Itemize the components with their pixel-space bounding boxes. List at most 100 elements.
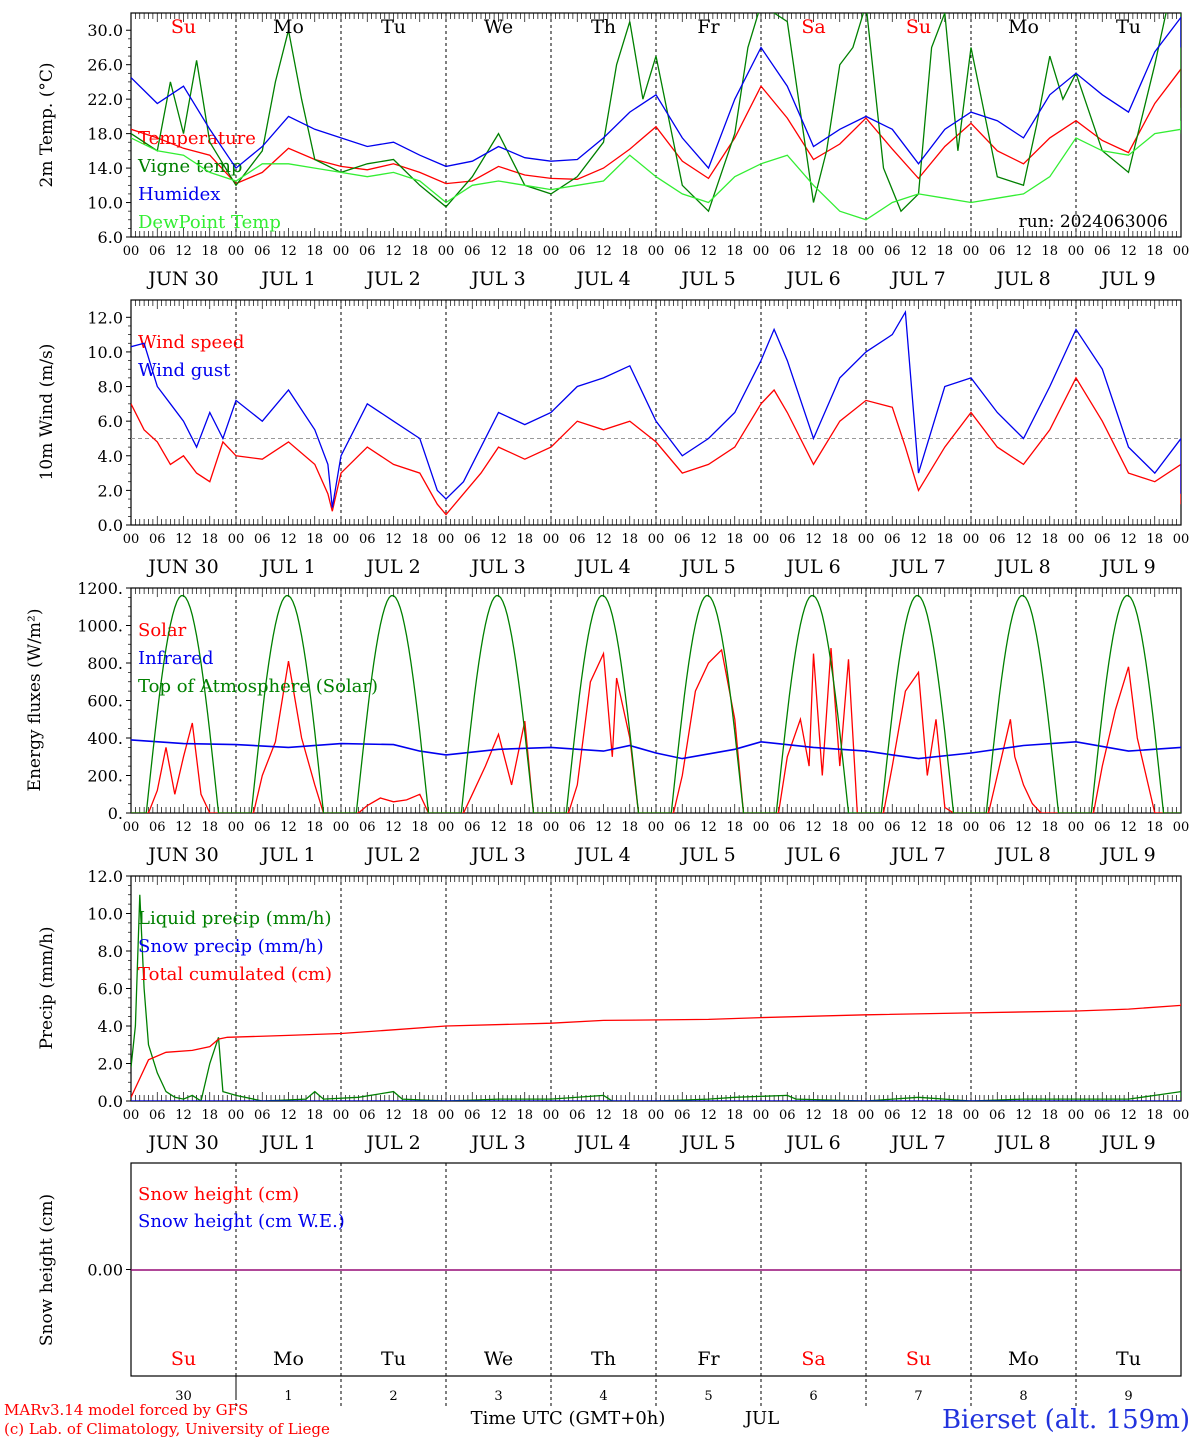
hour-label: 00 bbox=[333, 244, 350, 259]
hour-label: 06 bbox=[674, 820, 691, 835]
hour-label: 00 bbox=[123, 532, 140, 547]
hour-label: 12 bbox=[280, 244, 297, 259]
legend-entry: Vigne temp bbox=[137, 156, 242, 177]
hour-label: 06 bbox=[464, 244, 481, 259]
hour-label: 06 bbox=[884, 1108, 901, 1123]
weekday-label-bottom: Su bbox=[171, 1348, 196, 1370]
hour-label: 06 bbox=[359, 532, 376, 547]
legend-entry: Snow height (cm) bbox=[138, 1184, 299, 1205]
hour-label: 00 bbox=[333, 1108, 350, 1123]
series-line-total-cumulated-cm- bbox=[131, 1003, 1181, 1098]
hour-label: 12 bbox=[595, 244, 612, 259]
weekday-label-top: We bbox=[484, 16, 513, 38]
y-tick-label: 8.0 bbox=[98, 378, 123, 397]
legend-entry: Liquid precip (mm/h) bbox=[138, 908, 332, 929]
hour-label: 12 bbox=[595, 1108, 612, 1123]
date-label: JUN 30 bbox=[146, 844, 218, 866]
hour-label: 06 bbox=[359, 820, 376, 835]
run-annotation: run: 2024063006 bbox=[1019, 212, 1168, 232]
hour-label: 12 bbox=[910, 820, 927, 835]
y-tick-label: 6.0 bbox=[98, 228, 123, 247]
date-label: JUL 1 bbox=[259, 1132, 315, 1154]
hour-label: 00 bbox=[858, 244, 875, 259]
hour-label: 06 bbox=[254, 1108, 271, 1123]
hour-label: 12 bbox=[280, 820, 297, 835]
date-label: JUL 3 bbox=[469, 844, 525, 866]
date-label: JUL 6 bbox=[784, 844, 840, 866]
date-label: JUL 7 bbox=[889, 268, 945, 290]
y-tick-label: 400. bbox=[87, 729, 123, 748]
hour-label: 06 bbox=[569, 820, 586, 835]
hour-label: 18 bbox=[516, 532, 533, 547]
hour-label: 00 bbox=[438, 532, 455, 547]
hour-label: 18 bbox=[1146, 244, 1163, 259]
y-tick-label: 2.0 bbox=[98, 481, 123, 500]
legend-entry: Snow precip (mm/h) bbox=[138, 936, 324, 957]
hour-label: 00 bbox=[963, 532, 980, 547]
hour-label: 06 bbox=[779, 820, 796, 835]
y-axis-label: Snow height (cm) bbox=[37, 1194, 57, 1346]
hour-label: 18 bbox=[516, 244, 533, 259]
y-tick-label: 8.0 bbox=[98, 942, 123, 961]
date-label: JUL 9 bbox=[1099, 268, 1155, 290]
date-label: JUL 6 bbox=[784, 1132, 840, 1154]
weekday-label-top: Sa bbox=[801, 16, 825, 38]
hour-label: 12 bbox=[1015, 532, 1032, 547]
hour-label: 18 bbox=[621, 532, 638, 547]
hour-label: 00 bbox=[1068, 820, 1085, 835]
hour-label: 00 bbox=[963, 1108, 980, 1123]
station-name: Bierset (alt. 159m) bbox=[942, 1405, 1190, 1435]
y-tick-label: 2.0 bbox=[98, 1055, 123, 1074]
hour-label: 00 bbox=[648, 1108, 665, 1123]
hour-label: 18 bbox=[1041, 532, 1058, 547]
hour-label: 00 bbox=[543, 820, 560, 835]
hour-label: 06 bbox=[1094, 820, 1111, 835]
hour-label: 18 bbox=[411, 244, 428, 259]
hour-label: 18 bbox=[621, 1108, 638, 1123]
hour-label: 06 bbox=[359, 244, 376, 259]
hour-label: 12 bbox=[385, 532, 402, 547]
hour-label: 18 bbox=[1041, 1108, 1058, 1123]
hour-label: 06 bbox=[779, 1108, 796, 1123]
hour-label: 12 bbox=[910, 1108, 927, 1123]
hour-label: 00 bbox=[963, 244, 980, 259]
plot-frame bbox=[130, 12, 1182, 238]
hour-label: 06 bbox=[674, 244, 691, 259]
hour-label: 00 bbox=[123, 1108, 140, 1123]
legend-entry: Infrared bbox=[138, 648, 213, 669]
hour-label: 12 bbox=[595, 532, 612, 547]
hour-label: 00 bbox=[753, 244, 770, 259]
hour-label: 00 bbox=[1068, 244, 1085, 259]
hour-label: 00 bbox=[1068, 1108, 1085, 1123]
weekday-label-top: Su bbox=[171, 16, 196, 38]
date-label: JUL 2 bbox=[364, 844, 420, 866]
hour-label: 06 bbox=[989, 820, 1006, 835]
date-label: JUL 3 bbox=[469, 268, 525, 290]
day-number: 4 bbox=[599, 1389, 607, 1404]
hour-label: 06 bbox=[464, 1108, 481, 1123]
date-label: JUL 1 bbox=[259, 268, 315, 290]
hour-label: 12 bbox=[700, 820, 717, 835]
hour-label: 00 bbox=[1173, 820, 1190, 835]
hour-label: 00 bbox=[228, 244, 245, 259]
day-number: 5 bbox=[704, 1389, 712, 1404]
date-label: JUL 7 bbox=[889, 1132, 945, 1154]
y-tick-label: 12.0 bbox=[87, 867, 123, 886]
day-number: 8 bbox=[1019, 1389, 1027, 1404]
hour-label: 12 bbox=[385, 1108, 402, 1123]
hour-label: 18 bbox=[306, 820, 323, 835]
panel-5: 0.00 Snow height (cm) Snow height (cm) Snow… bbox=[37, 1162, 1182, 1406]
hour-label: 06 bbox=[464, 532, 481, 547]
date-label: JUL 4 bbox=[574, 268, 630, 290]
hour-label: 12 bbox=[175, 1108, 192, 1123]
hour-label: 12 bbox=[910, 532, 927, 547]
date-label: JUL 2 bbox=[364, 268, 420, 290]
hour-label: 12 bbox=[700, 532, 717, 547]
plot-frame bbox=[130, 299, 1182, 526]
y-tick-label: 26.0 bbox=[87, 56, 123, 75]
weekday-label-top: Su bbox=[906, 16, 931, 38]
hour-label: 00 bbox=[1068, 532, 1085, 547]
date-label: JUL 1 bbox=[259, 556, 315, 578]
hour-label: 12 bbox=[175, 244, 192, 259]
hour-label: 18 bbox=[936, 532, 953, 547]
